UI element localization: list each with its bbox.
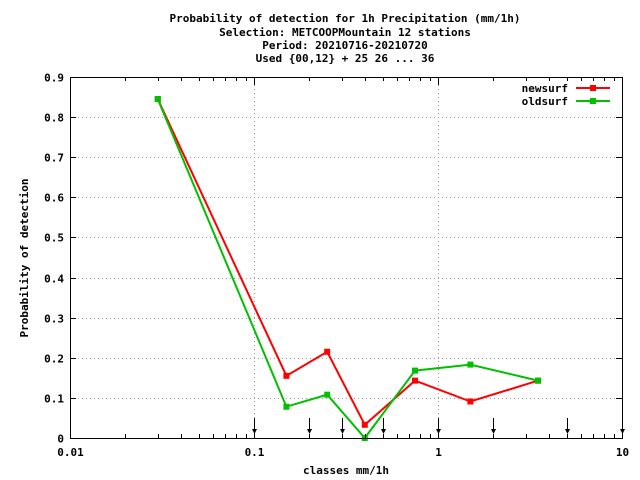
- title-line-4: Used {00,12} + 25 26 ... 36: [256, 52, 435, 65]
- series-line-oldsurf: [156, 98, 539, 440]
- legend-marker-oldsurf: [590, 98, 596, 104]
- y-tick-label: 0.1: [44, 393, 64, 406]
- y-tick-label: 0.5: [44, 232, 64, 245]
- data-point-newsurf: [361, 421, 368, 428]
- legend-label-oldsurf: oldsurf: [522, 95, 568, 108]
- data-point-newsurf: [467, 398, 474, 405]
- y-axis: 0 0.1 0.2 0.3 0.4 0.5 0.6 0.7 0.8 0.9: [44, 72, 622, 446]
- grid: [70, 77, 622, 438]
- class-limit-arrowhead: [565, 429, 570, 434]
- data-point-oldsurf: [283, 403, 290, 410]
- y-axis-label: Probability of detection: [18, 179, 31, 338]
- data-point-oldsurf: [535, 377, 542, 384]
- class-limit-arrowhead: [491, 429, 496, 434]
- data-point-oldsurf: [324, 391, 331, 398]
- y-tick-label: 0.6: [44, 192, 64, 205]
- class-limit-arrowhead: [307, 429, 312, 434]
- x-tick-label: 0.01: [57, 446, 84, 459]
- data-point-newsurf: [412, 377, 419, 384]
- y-tick-label: 0.4: [44, 273, 64, 286]
- title-line-3: Period: 20210716-20210720: [262, 39, 428, 52]
- plot-frame: [70, 77, 623, 439]
- series-line-newsurf: [156, 98, 539, 427]
- data-point-newsurf: [324, 348, 331, 355]
- legend-marker-newsurf: [590, 85, 596, 91]
- data-point-oldsurf: [467, 361, 474, 368]
- legend-label-newsurf: newsurf: [522, 82, 568, 95]
- title-line-1: Probability of detection for 1h Precipit…: [170, 12, 521, 25]
- y-tick-label: 0.7: [44, 152, 64, 165]
- chart-title: Probability of detection for 1h Precipit…: [170, 12, 521, 65]
- y-tick-label: 0.9: [44, 72, 64, 85]
- y-tick-label: 0: [57, 433, 64, 446]
- x-tick-label: 1: [435, 446, 442, 459]
- series-group: [154, 96, 542, 441]
- y-tick-label: 0.8: [44, 112, 64, 125]
- title-line-2: Selection: METCOOPMountain 12 stations: [219, 26, 471, 39]
- x-tick-label: 10: [616, 446, 629, 459]
- x-axis: 0.01 0.1 1 10: [57, 77, 629, 459]
- y-tick-label: 0.2: [44, 353, 64, 366]
- data-point-oldsurf: [154, 96, 161, 103]
- data-point-oldsurf: [412, 367, 419, 374]
- x-axis-label: classes mm/1h: [303, 464, 389, 477]
- class-limit-arrowhead: [381, 429, 386, 434]
- x-tick-label: 0.1: [245, 446, 265, 459]
- y-tick-label: 0.3: [44, 313, 64, 326]
- class-limit-arrowhead: [340, 429, 345, 434]
- data-point-newsurf: [283, 372, 290, 379]
